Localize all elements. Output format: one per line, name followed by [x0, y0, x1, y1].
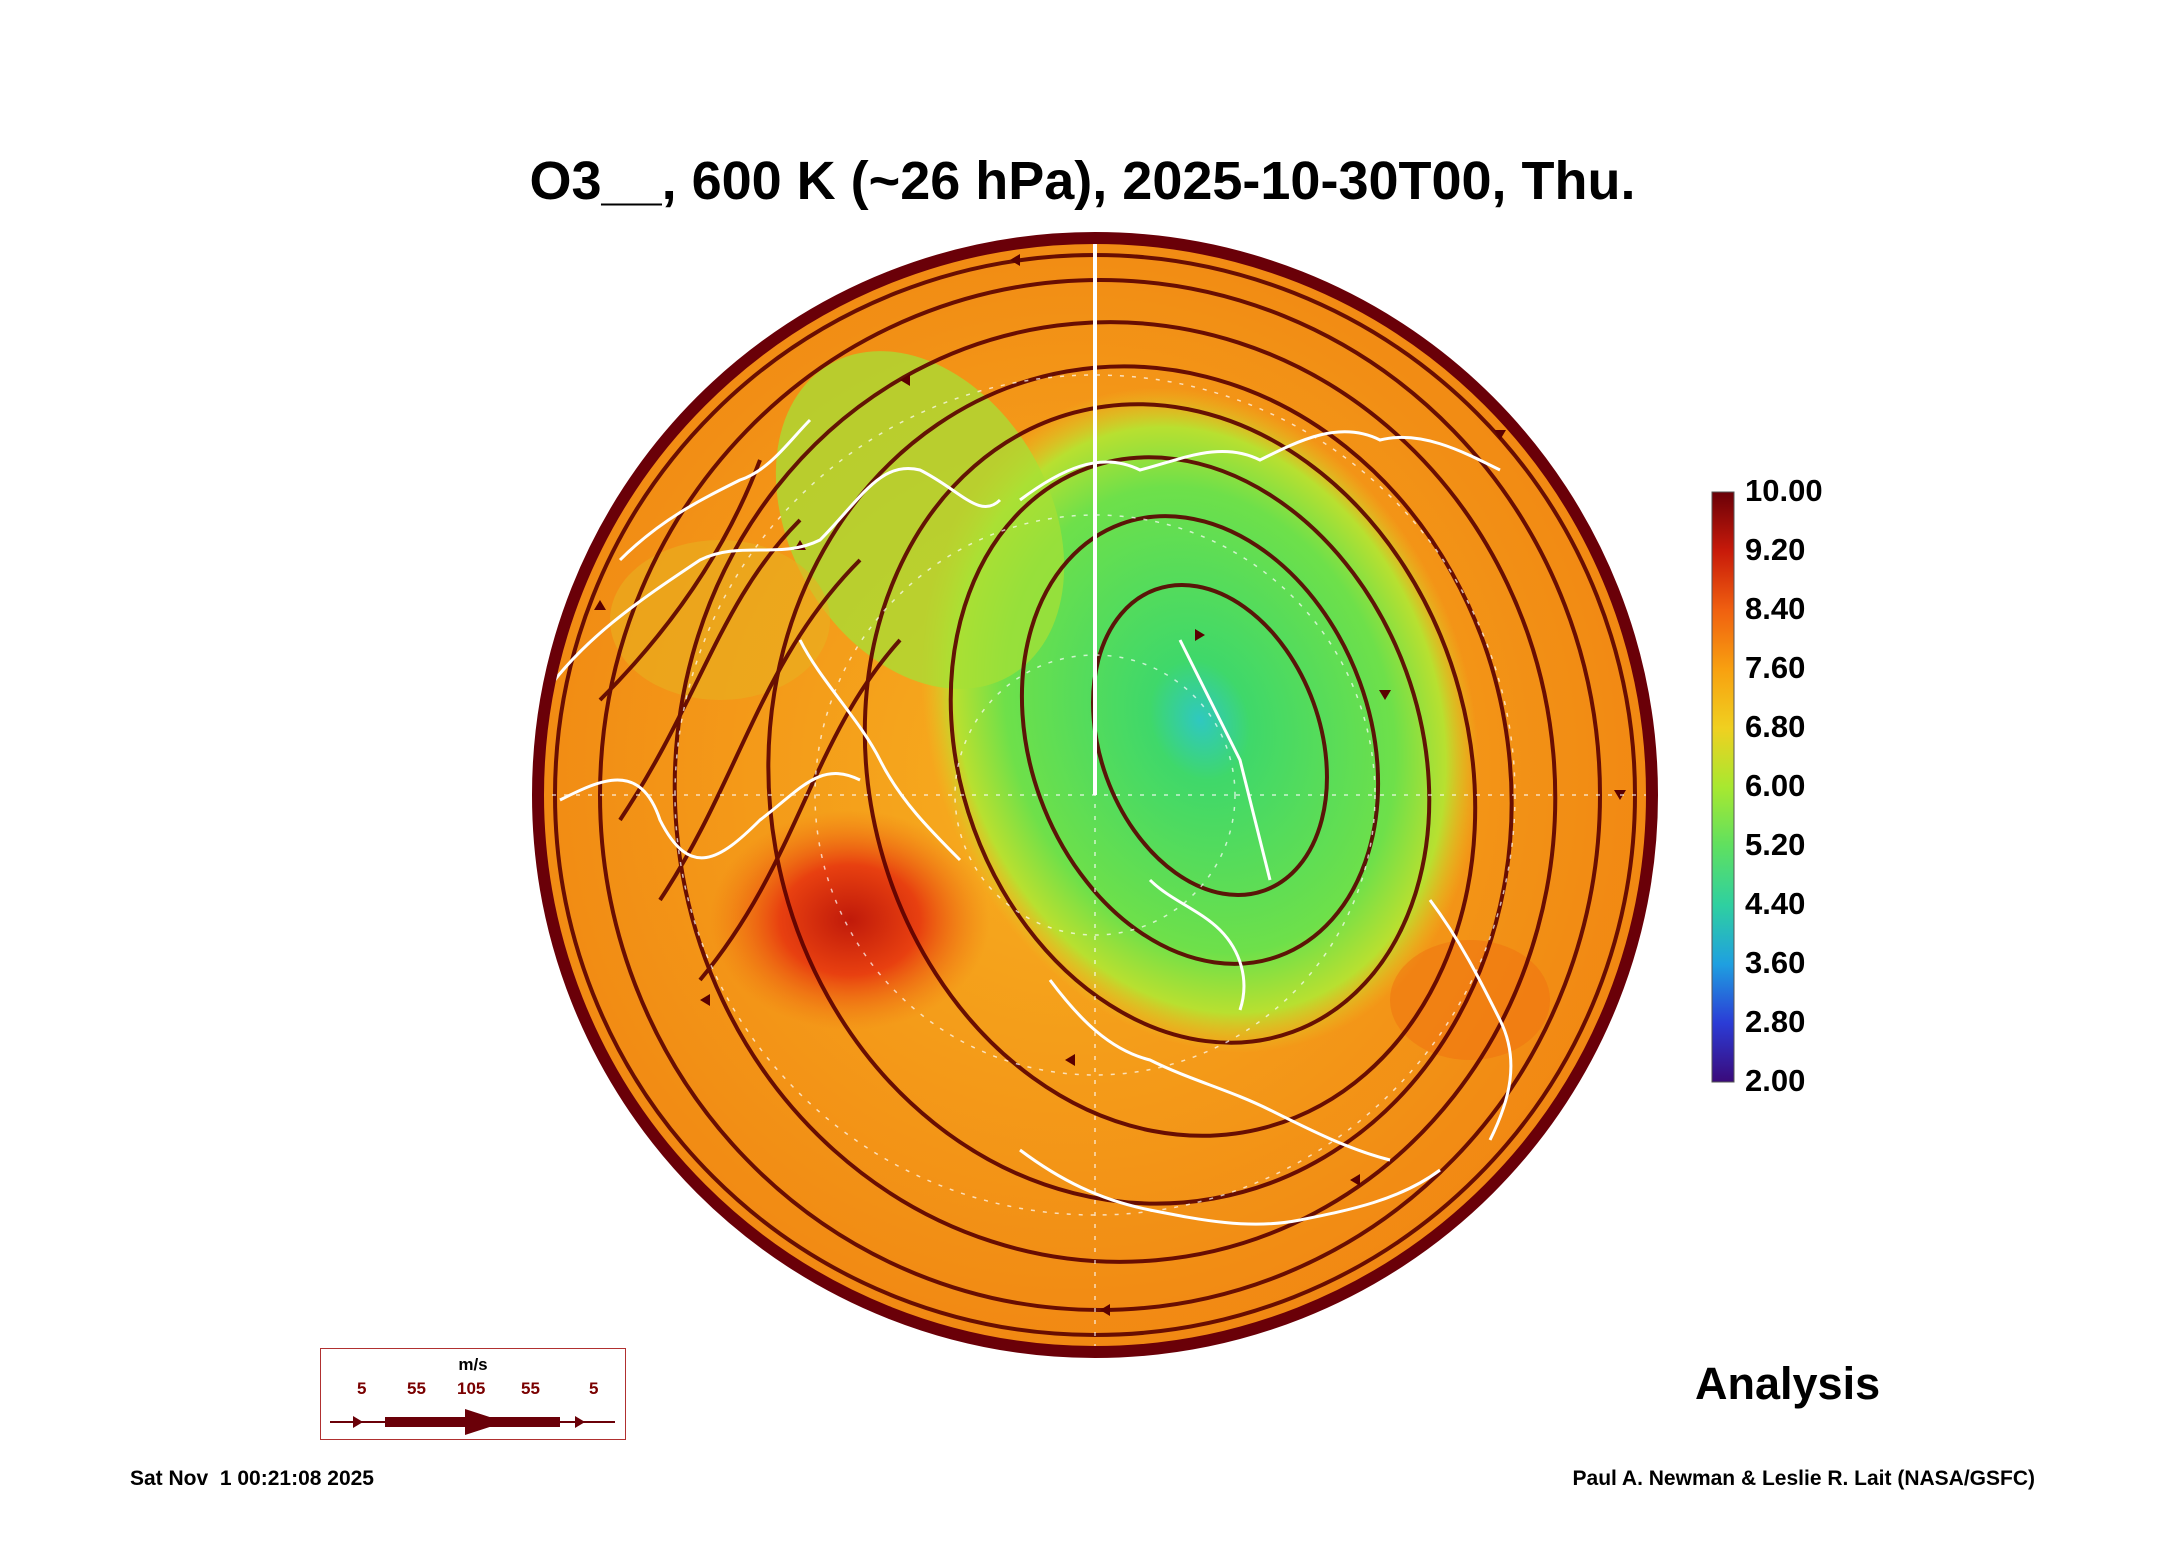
map-rim — [532, 232, 1658, 1358]
colorbar-label-6: 6.00 — [1745, 768, 1806, 803]
map-title: O3__, 600 K (~26 hPa), 2025-10-30T00, Th… — [529, 151, 1636, 211]
colorbar-label-10: 10.00 — [1745, 473, 1823, 508]
colorbar-label-8-4: 8.40 — [1745, 591, 1806, 626]
analysis-label: Analysis — [1695, 1358, 1881, 1409]
wind-speed-key: m/s 5 55 105 55 5 — [320, 1348, 626, 1440]
colorbar-label-6-8: 6.80 — [1745, 709, 1806, 744]
colorbar-label-2-8: 2.80 — [1745, 1004, 1806, 1039]
wind-key-value: 5 — [357, 1379, 367, 1398]
timestamp: Sat Nov 1 00:21:08 2025 — [130, 1467, 374, 1490]
colorbar-label-9-2: 9.20 — [1745, 532, 1806, 567]
colorbar-label-5-2: 5.20 — [1745, 827, 1806, 862]
wind-key-value: 5 — [589, 1379, 599, 1398]
colorbar — [1711, 491, 1735, 1083]
wind-key-units: m/s — [458, 1355, 488, 1374]
wind-key-arrow — [330, 1409, 615, 1435]
colorbar-label-2: 2.00 — [1745, 1063, 1806, 1098]
credit: Paul A. Newman & Leslie R. Lait (NASA/GS… — [1572, 1467, 2035, 1490]
colorbar-label-7-6: 7.60 — [1745, 650, 1806, 685]
wind-key-value: 55 — [407, 1379, 426, 1398]
coastlines — [538, 418, 1513, 1226]
colorbar-label-4-4: 4.40 — [1745, 886, 1806, 921]
wind-key-value: 105 — [457, 1379, 486, 1398]
colorbar-label-3-6: 3.60 — [1745, 945, 1806, 980]
wind-key-value: 55 — [521, 1379, 540, 1398]
